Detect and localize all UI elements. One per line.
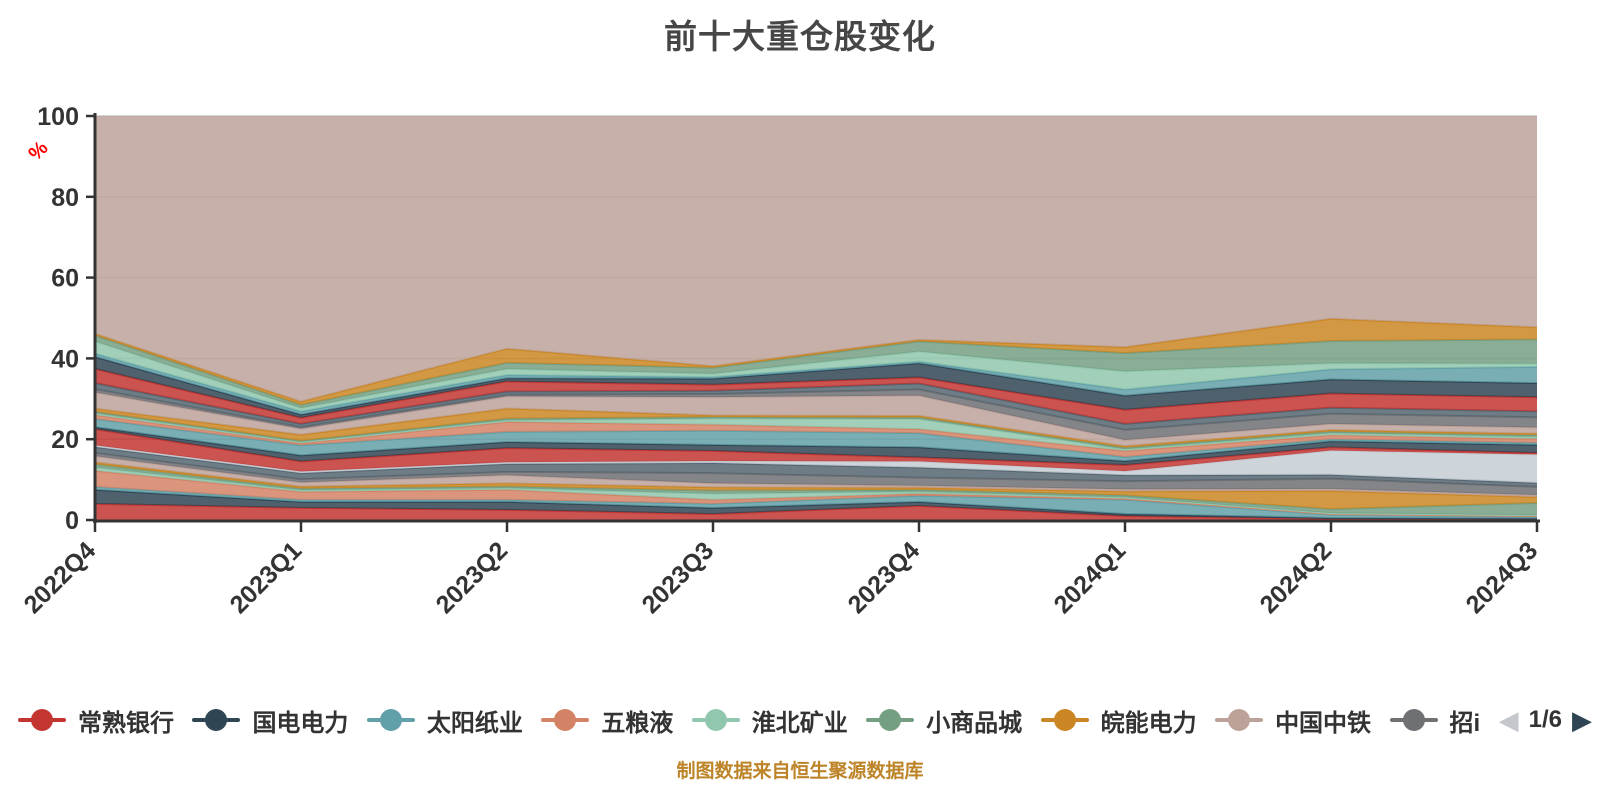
area-layer-22[interactable] xyxy=(95,368,1537,424)
x-axis-label: 2023Q2 xyxy=(431,536,514,619)
legend-marker-icon xyxy=(691,708,740,732)
legend-marker-icon xyxy=(866,708,915,732)
area-layer-15[interactable] xyxy=(95,414,1537,457)
legend-label: 太阳纸业 xyxy=(426,709,523,737)
data-source-note: 制图数据来自恒生聚源数据库 xyxy=(676,761,924,782)
area-皖能电力[interactable] xyxy=(95,462,1537,510)
area-五粮液[interactable] xyxy=(95,470,1537,517)
legend-item-国电电力[interactable]: 国电电力 xyxy=(192,703,348,738)
area-layer-25[interactable] xyxy=(95,341,1537,412)
area-招i[interactable] xyxy=(95,452,1537,495)
x-axis-label: 2023Q4 xyxy=(843,536,926,619)
legend-label: 常熟银行 xyxy=(78,709,174,737)
legend-marker-icon xyxy=(1389,708,1438,732)
legend-label: 国电电力 xyxy=(252,709,349,737)
x-axis-label: 2023Q3 xyxy=(637,536,720,619)
x-axis-label: 2024Q1 xyxy=(1049,536,1132,619)
legend-item-皖能电力[interactable]: 皖能电力 xyxy=(1040,703,1197,738)
legend-marker-icon xyxy=(541,708,590,732)
legend-marker-icon xyxy=(18,708,66,732)
area-常熟银行[interactable] xyxy=(95,503,1537,520)
area-layer-24[interactable] xyxy=(95,353,1537,415)
chart-legend: 常熟银行 国电电力 太阳纸业 五粮液 淮北矿业 小商品城 皖能电力 中国中铁 招i ◀ 1/6 … xyxy=(18,700,1592,740)
area-layer-16[interactable] xyxy=(95,413,1537,451)
legend-marker-icon xyxy=(1040,708,1089,732)
legend-item-淮北矿业[interactable]: 淮北矿业 xyxy=(691,703,848,738)
legend-label: 五粮液 xyxy=(601,709,674,737)
area-layer-23[interactable] xyxy=(95,356,1537,418)
legend-marker-icon xyxy=(192,708,241,732)
legend-item-常熟银行[interactable]: 常熟银行 xyxy=(18,703,174,738)
area-小商品城[interactable] xyxy=(95,464,1537,516)
legend-pager-prev-icon[interactable]: ◀ xyxy=(1498,705,1519,735)
y-axis-label: 80 xyxy=(51,184,79,212)
y-axis-label: 40 xyxy=(51,345,79,373)
x-axis-label: 2024Q2 xyxy=(1255,536,1338,619)
area-layer-10[interactable] xyxy=(95,446,1537,487)
area-layer-20[interactable] xyxy=(95,389,1537,441)
legend-item-招i[interactable]: 招i xyxy=(1389,703,1481,738)
legend-item-小商品城[interactable]: 小商品城 xyxy=(866,703,1022,738)
x-axis-label: 2023Q1 xyxy=(225,536,308,619)
legend-pager: ◀ 1/6 ▶ xyxy=(1499,706,1592,734)
area-国电电力[interactable] xyxy=(95,489,1537,520)
area-layer-19[interactable] xyxy=(95,392,1537,447)
legend-item-中国中铁[interactable]: 中国中铁 xyxy=(1215,703,1371,738)
area-layer-11[interactable] xyxy=(95,445,1537,483)
legend-label: 皖能电力 xyxy=(1100,709,1197,737)
legend-marker-icon xyxy=(1215,708,1264,732)
y-axis-label: 100 xyxy=(37,103,79,131)
area-series-group xyxy=(94,116,1538,521)
legend-item-太阳纸业[interactable]: 太阳纸业 xyxy=(366,703,523,738)
y-axis-label: 60 xyxy=(51,265,79,293)
legend-label: 小商品城 xyxy=(926,709,1023,737)
area-layer-14[interactable] xyxy=(95,419,1537,462)
y-axis-label: 20 xyxy=(51,426,79,454)
y-axis-label: 0 xyxy=(65,507,79,535)
x-axis-label: 2022Q4 xyxy=(19,536,102,619)
area-layer-26[interactable] xyxy=(95,335,1537,409)
chart-title: 前十大重仓股变化 xyxy=(664,18,936,55)
area-top-fill[interactable] xyxy=(95,116,1537,402)
stacked-area-chart[interactable]: 0 20 40 60 80 100 2022Q4 2023Q1 2023Q2 2023Q3 2023… xyxy=(0,0,1600,660)
legend-pager-page: 1/6 xyxy=(1528,706,1562,733)
legend-label: 淮北矿业 xyxy=(751,709,848,737)
x-axis-label: 2024Q3 xyxy=(1461,536,1544,619)
legend-item-五粮液[interactable]: 五粮液 xyxy=(541,703,673,738)
legend-pager-next-icon[interactable]: ▶ xyxy=(1571,705,1592,735)
legend-label: 招i xyxy=(1449,709,1481,737)
area-layer-18[interactable] xyxy=(95,408,1537,448)
area-太阳纸业[interactable] xyxy=(95,486,1537,519)
legend-marker-icon xyxy=(366,708,415,732)
legend-label: 中国中铁 xyxy=(1275,709,1372,737)
